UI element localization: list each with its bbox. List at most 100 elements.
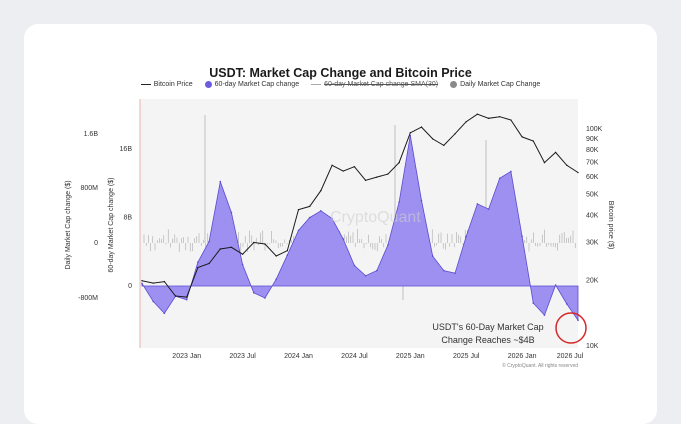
watermark: CryptoQuant — [330, 209, 421, 226]
x-tick-label: 2025 Jan — [396, 353, 425, 360]
mcap-point — [487, 208, 490, 210]
btc-point — [543, 161, 546, 164]
btc-point — [208, 262, 210, 265]
right-tick-label: 100K — [586, 126, 603, 133]
mid-axis-ticks: 16B 8B 0 — [120, 146, 133, 290]
credit-text: © CryptoQuant. All rights reserved — [502, 362, 578, 369]
mcap-point — [297, 229, 300, 232]
mcap-point — [409, 134, 412, 137]
btc-point — [186, 296, 188, 298]
btc-point — [521, 136, 523, 138]
legend-dot-icon — [450, 81, 458, 88]
btc-point — [163, 280, 166, 283]
btc-point — [398, 161, 400, 164]
btc-point — [230, 246, 233, 248]
mcap-point — [320, 209, 322, 212]
bitcoin-price-line — [141, 113, 579, 298]
mcap-point — [342, 238, 345, 240]
btc-point — [510, 119, 512, 121]
btc-points-group — [141, 113, 579, 298]
mcap-point — [197, 261, 199, 263]
left-tick-label: 1.6B — [84, 131, 99, 138]
mcap-point — [141, 282, 143, 285]
annotation-line-1: USDT's 60-Day Market Cap — [432, 322, 543, 332]
btc-point — [141, 279, 143, 282]
btc-point — [152, 282, 154, 284]
btc-point — [241, 253, 244, 255]
x-tick-label: 2023 Jul — [229, 353, 256, 360]
btc-point — [253, 241, 255, 244]
mcap-point — [387, 244, 389, 246]
legend-dot-icon — [204, 81, 212, 88]
right-axis-label: Bitcoin price ($) — [607, 201, 614, 250]
legend-item-60d-change: 60-day Market Cap change — [204, 81, 299, 88]
right-tick-label: 50K — [586, 191, 599, 198]
btc-point — [197, 266, 199, 269]
btc-point — [577, 171, 579, 174]
right-tick-label: 80K — [586, 147, 599, 154]
btc-point — [487, 117, 490, 120]
mcap-point — [208, 240, 210, 243]
mcap-point — [443, 269, 445, 272]
left-tick-label: -800M — [78, 295, 98, 302]
mcap-point — [252, 292, 255, 294]
mcap-point — [364, 274, 367, 277]
x-tick-label: 2026 Jul — [557, 353, 584, 360]
btc-point — [264, 243, 266, 245]
mcap-point — [353, 264, 356, 267]
btc-point — [308, 205, 311, 208]
x-axis-ticks: 2023 Jan 2023 Jul 2024 Jan 2024 Jul 2025 Jan… — [172, 353, 583, 360]
left-tick-label: 800M — [80, 185, 98, 192]
mcap-point — [152, 300, 154, 303]
left-tick-label: 0 — [94, 240, 98, 247]
left-axis-label: Daily Market Cap change ($) — [65, 180, 72, 269]
legend-item-daily-change: Daily Market Cap Change — [450, 81, 540, 88]
btc-point — [566, 164, 568, 167]
mcap-point — [331, 217, 333, 220]
mid-tick-label: 8B — [123, 215, 132, 222]
chart-title: USDT: Market Cap Change and Bitcoin Pric… — [209, 66, 472, 80]
highlight-circle — [555, 312, 587, 344]
mcap-point — [219, 180, 222, 183]
btc-point — [219, 248, 221, 250]
legend-item-bitcoin-price: Bitcoin Price — [140, 81, 193, 88]
btc-point — [353, 166, 356, 168]
btc-point — [532, 140, 534, 142]
btc-point — [420, 126, 423, 128]
right-tick-label: 10K — [586, 343, 599, 350]
chart-svg: CryptoQuant 1.6B 800M 0 -800M 16B 8B 0 100K 90… — [65, 99, 614, 369]
mcap-point — [375, 269, 378, 272]
btc-point — [409, 132, 412, 134]
mcap-point — [185, 298, 188, 301]
mcap-point — [454, 272, 456, 274]
mcap-point — [521, 235, 523, 238]
right-tick-label: 40K — [586, 212, 599, 219]
chart-legend: Bitcoin Price 60-day Market Cap change 6… — [0, 81, 681, 88]
annotation-line-2: Change Reaches ~$4B — [441, 335, 534, 345]
btc-point — [465, 121, 467, 123]
x-tick-label: 2025 Jul — [453, 353, 480, 360]
mcap-point — [308, 216, 311, 219]
btc-point — [431, 138, 434, 140]
legend-label: Bitcoin Price — [153, 81, 193, 88]
x-tick-label: 2026 Jan — [508, 353, 537, 360]
btc-point — [387, 173, 389, 175]
mcap-point — [241, 263, 244, 266]
right-axis-ticks: 100K 90K 80K 70K 60K 50K 40K 30K 20K 10K — [586, 126, 603, 350]
right-tick-label: 30K — [586, 239, 599, 246]
mcap-point — [275, 278, 277, 280]
mcap-point — [543, 314, 546, 316]
legend-line-icon — [311, 83, 322, 86]
mcap-point — [420, 199, 423, 202]
x-tick-label: 2023 Jan — [172, 353, 201, 360]
btc-point — [286, 249, 289, 252]
btc-point — [476, 113, 479, 115]
mcap-point — [510, 170, 512, 173]
btc-point — [376, 176, 378, 178]
mcap-point — [532, 302, 535, 304]
mid-tick-label: 16B — [120, 146, 133, 153]
mcap-point — [230, 211, 233, 214]
btc-point — [554, 151, 557, 154]
mcap-point — [554, 284, 557, 286]
btc-point — [275, 255, 277, 257]
